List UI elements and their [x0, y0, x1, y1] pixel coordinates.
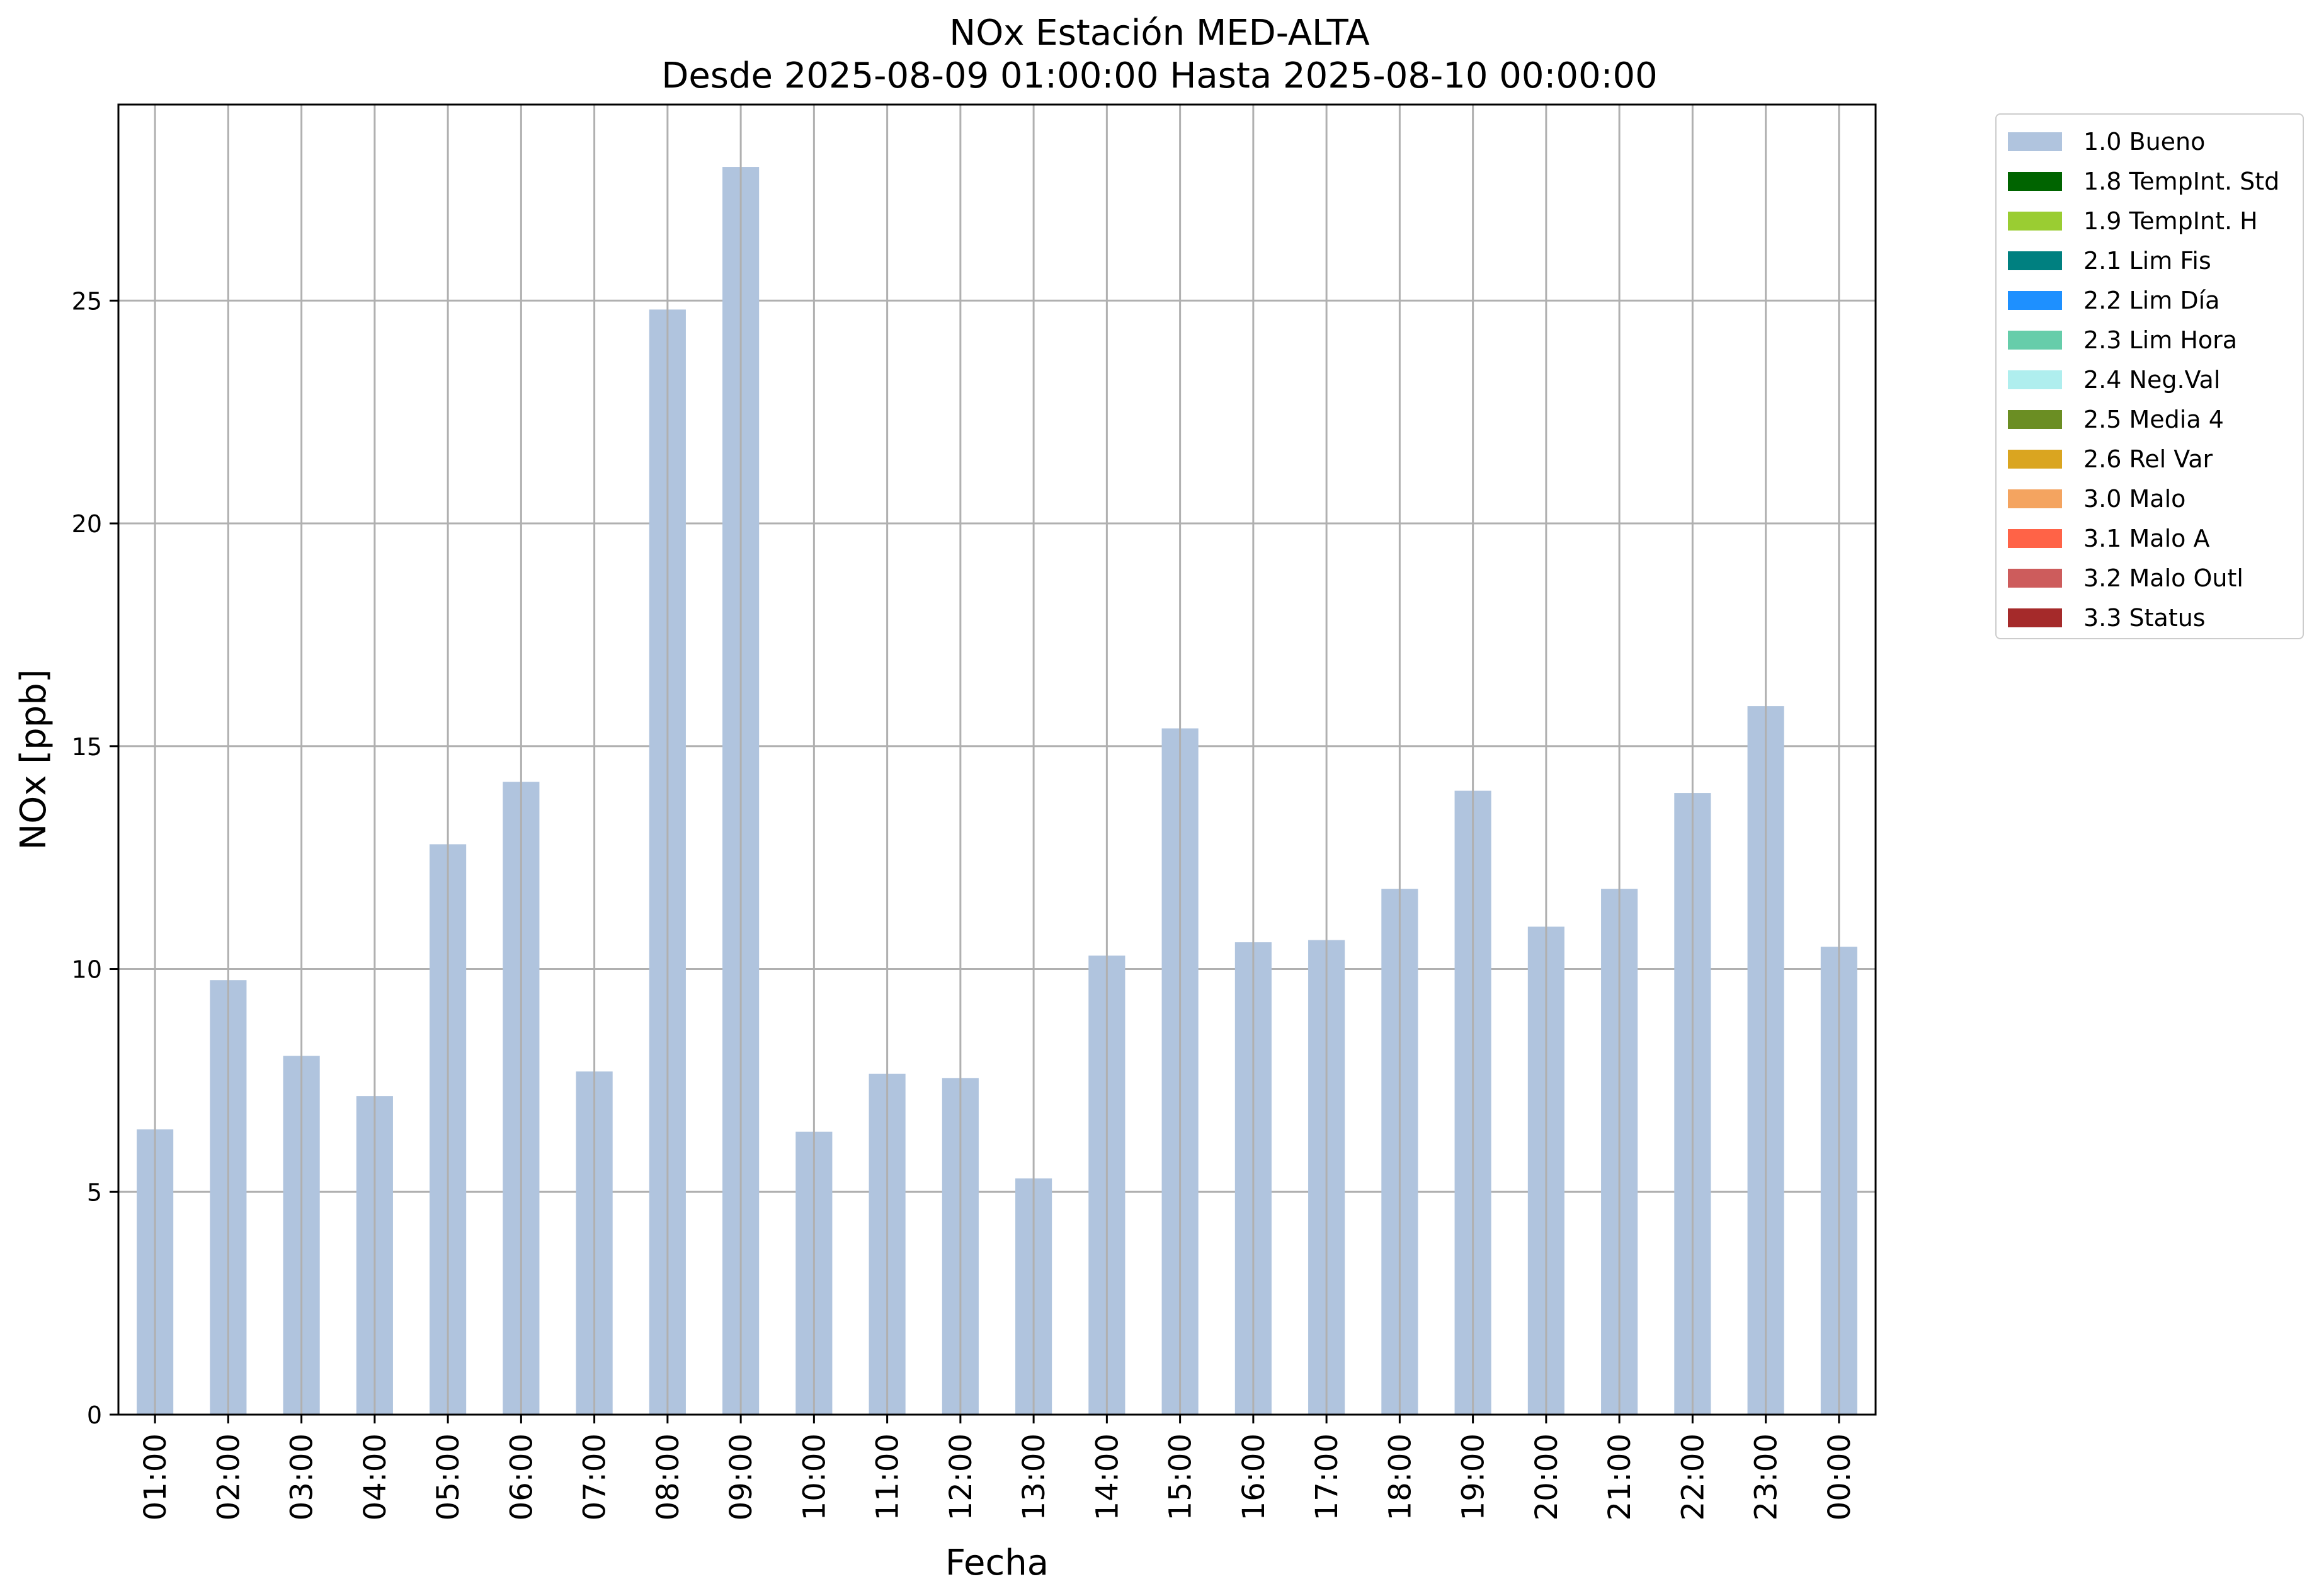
legend-swatch — [2008, 251, 2062, 270]
x-tick-label: 03:00 — [285, 1434, 320, 1520]
y-tick-label: 10 — [72, 956, 102, 984]
legend-swatch — [2008, 529, 2062, 548]
legend-swatch — [2008, 608, 2062, 627]
legend: 1.0 Bueno 1.8 TempInt. Std 1.9 TempInt. H 2… — [1995, 113, 2304, 639]
legend-label: 3.1 Malo A — [2083, 525, 2210, 552]
y-tick-label: 0 — [87, 1401, 102, 1429]
plot-frame — [117, 103, 1877, 1416]
x-tick-label: 00:00 — [1822, 1434, 1857, 1520]
x-tick-label: 07:00 — [578, 1434, 613, 1520]
x-tick-label: 19:00 — [1456, 1434, 1491, 1520]
y-axis-label: NOx [ppb] — [13, 669, 54, 850]
x-tick-label: 12:00 — [943, 1434, 979, 1520]
legend-label: 1.0 Bueno — [2083, 128, 2206, 156]
legend-swatch — [2008, 450, 2062, 469]
legend-label: 1.9 TempInt. H — [2083, 207, 2258, 235]
legend-item: 2.4 Neg.Val — [2008, 364, 2220, 396]
legend-label: 2.1 Lim Fis — [2083, 247, 2211, 275]
x-tick-label: 23:00 — [1749, 1434, 1784, 1520]
x-tick-label: 08:00 — [651, 1434, 686, 1520]
y-tick-label: 25 — [72, 287, 102, 315]
bars — [137, 167, 1857, 1415]
legend-item: 3.0 Malo — [2008, 483, 2185, 515]
x-tick-label: 11:00 — [870, 1434, 906, 1520]
legend-item: 1.9 TempInt. H — [2008, 205, 2258, 237]
x-tick-label: 13:00 — [1017, 1434, 1052, 1520]
legend-item: 3.2 Malo Outl — [2008, 562, 2243, 594]
x-tick-label: 06:00 — [504, 1434, 539, 1520]
legend-swatch — [2008, 212, 2062, 231]
legend-item: 1.0 Bueno — [2008, 126, 2205, 157]
x-tick-label: 09:00 — [724, 1434, 759, 1520]
legend-item: 2.1 Lim Fis — [2008, 245, 2211, 276]
x-tick-label: 22:00 — [1675, 1434, 1711, 1520]
x-tick-label: 05:00 — [431, 1434, 466, 1520]
x-axis-label: Fecha — [945, 1542, 1049, 1583]
legend-label: 3.3 Status — [2083, 604, 2206, 632]
legend-swatch — [2008, 410, 2062, 429]
x-tick-label: 14:00 — [1090, 1434, 1125, 1520]
x-tick-label: 21:00 — [1602, 1434, 1638, 1520]
legend-label: 2.3 Lim Hora — [2083, 326, 2238, 354]
legend-swatch — [2008, 489, 2062, 508]
legend-label: 2.4 Neg.Val — [2083, 366, 2221, 394]
x-tick-label: 17:00 — [1309, 1434, 1345, 1520]
legend-item: 3.1 Malo A — [2008, 523, 2209, 554]
x-tick-label: 16:00 — [1236, 1434, 1272, 1520]
legend-label: 2.5 Media 4 — [2083, 406, 2224, 433]
legend-label: 2.6 Rel Var — [2083, 445, 2213, 473]
legend-swatch — [2008, 569, 2062, 588]
legend-item: 2.6 Rel Var — [2008, 443, 2213, 475]
legend-swatch — [2008, 370, 2062, 389]
axes: 0 5 10 15 20 25 01:00 02:00 03:00 04:00 05:00 06:00… — [72, 287, 1857, 1520]
x-tick-label: 01:00 — [138, 1434, 173, 1520]
legend-label: 1.8 TempInt. Std — [2083, 168, 2280, 195]
legend-swatch — [2008, 172, 2062, 191]
y-tick-label: 20 — [72, 510, 102, 538]
legend-label: 3.0 Malo — [2083, 485, 2186, 513]
legend-item: 1.8 TempInt. Std — [2008, 166, 2279, 197]
legend-item: 2.5 Media 4 — [2008, 404, 2224, 435]
legend-swatch — [2008, 132, 2062, 151]
legend-label: 2.2 Lim Día — [2083, 287, 2220, 314]
legend-swatch — [2008, 291, 2062, 310]
legend-item: 3.3 Status — [2008, 602, 2206, 634]
x-tick-label: 15:00 — [1163, 1434, 1199, 1520]
x-tick-label: 04:00 — [358, 1434, 393, 1520]
x-tick-label: 18:00 — [1382, 1434, 1418, 1520]
x-tick-label: 10:00 — [797, 1434, 832, 1520]
vertical-grid-lines — [154, 105, 1840, 1415]
y-tick-label: 5 — [87, 1178, 102, 1206]
x-tick-label: 20:00 — [1529, 1434, 1564, 1520]
legend-swatch — [2008, 331, 2062, 350]
chart-title: NOx Estación MED-ALTA — [949, 13, 1370, 54]
legend-item: 2.2 Lim Día — [2008, 285, 2219, 316]
legend-label: 3.2 Malo Outl — [2083, 564, 2243, 592]
chart-subtitle: Desde 2025-08-09 01:00:00 Hasta 2025-08-… — [661, 55, 1658, 96]
x-tick-label: 02:00 — [211, 1434, 246, 1520]
y-tick-label: 15 — [72, 733, 102, 761]
legend-item: 2.3 Lim Hora — [2008, 324, 2237, 356]
